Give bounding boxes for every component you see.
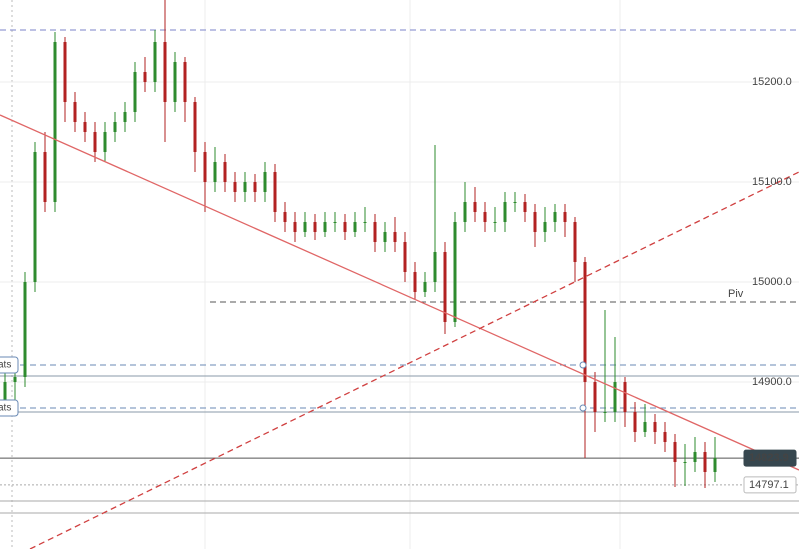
candle-body [423, 282, 427, 292]
candle-body [403, 242, 407, 272]
level-label-box [0, 356, 19, 374]
candle-body [393, 232, 397, 242]
candle-body [3, 382, 7, 402]
candle-body [13, 377, 17, 382]
candle-body [463, 202, 467, 222]
candle-body [113, 122, 117, 132]
candle-body [163, 42, 167, 102]
candle-body [303, 222, 307, 232]
candle-body [333, 222, 337, 223]
candle-body [363, 222, 367, 223]
candle-body [93, 132, 97, 152]
price-badge [743, 449, 797, 467]
candle-body [633, 412, 637, 432]
candle-body [143, 72, 147, 82]
candle-body [133, 72, 137, 112]
candle-body [43, 152, 47, 202]
candle-body [673, 442, 677, 462]
candle-body [263, 172, 267, 192]
candle-body [103, 132, 107, 152]
candle-body [413, 272, 417, 292]
candles [3, 0, 717, 488]
candle-body [323, 222, 327, 232]
candle-body [213, 162, 217, 182]
level-label-box [0, 399, 19, 417]
price-badge [743, 476, 797, 494]
candle-body [593, 382, 597, 412]
candle-body [193, 102, 197, 152]
candle-body [683, 462, 687, 463]
level-handle [579, 404, 587, 412]
candle-body [533, 212, 537, 232]
candle-body [493, 222, 497, 223]
candle-body [563, 212, 567, 222]
candle-body [643, 422, 647, 432]
candle-body [173, 62, 177, 102]
candle-body [313, 222, 317, 232]
candle-body [23, 282, 27, 377]
candle-body [243, 182, 247, 192]
candle-body [273, 172, 277, 212]
level-label: Piv [728, 288, 744, 300]
candle-body [513, 202, 517, 203]
candle-body [53, 42, 57, 202]
level-label: ats [0, 403, 11, 414]
candle-body [183, 62, 187, 102]
y-tick-label: 15000.0 [752, 276, 792, 288]
candle-body [383, 232, 387, 242]
candle-body [203, 152, 207, 182]
candle-body [623, 382, 627, 412]
price-badge-text: 14797.1 [749, 479, 789, 491]
candle-body [693, 452, 697, 462]
candle-body [63, 42, 67, 102]
candle-body [373, 222, 377, 242]
candle-body [33, 152, 37, 282]
candle-body [253, 182, 257, 192]
grid [0, 81, 799, 383]
price-badge-text: 14823.9 [749, 452, 789, 464]
y-tick-label: 15200.0 [752, 76, 792, 88]
level-handle [579, 361, 587, 369]
candle-body [703, 452, 707, 472]
candle-body [603, 412, 607, 413]
trendlines [0, 114, 799, 549]
candle-body [613, 382, 617, 412]
levels [0, 29, 799, 514]
candle-body [483, 212, 487, 222]
candle-body [553, 212, 557, 222]
candle-body [473, 202, 477, 212]
candle-body [583, 262, 587, 382]
candle-body [223, 162, 227, 182]
candle-body [523, 202, 527, 212]
trendline [29, 171, 799, 549]
candle-body [713, 458, 717, 472]
candle-body [453, 222, 457, 322]
trendline [0, 114, 799, 471]
labels: 15200.0 15100.0 15000.0 14900.0 Piv ats ats 148… [0, 76, 797, 494]
y-tick-label: 14900.0 [752, 376, 792, 388]
candle-body [663, 432, 667, 442]
candle-body [123, 112, 127, 122]
candle-body [433, 252, 437, 282]
candle-body [73, 102, 77, 122]
candle-body [353, 222, 357, 232]
candle-body [83, 122, 87, 132]
candle-body [153, 42, 157, 82]
candle-body [503, 202, 507, 222]
candle-body [543, 222, 547, 232]
candle-body [343, 222, 347, 232]
candle-body [573, 222, 577, 262]
candle-body [233, 182, 237, 192]
candle-body [283, 212, 287, 222]
candle-body [653, 422, 657, 432]
candle-body [293, 222, 297, 232]
level-label: ats [0, 360, 11, 371]
candle-body [443, 252, 447, 322]
y-tick-label: 15100.0 [752, 176, 792, 188]
